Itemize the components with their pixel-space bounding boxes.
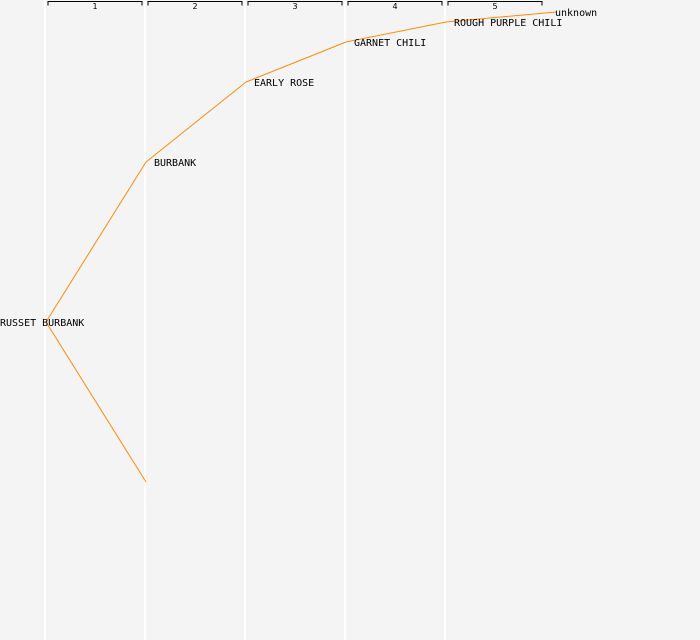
node-label-garnet-chili: GARNET CHILI (354, 38, 426, 49)
generation-number: 4 (392, 2, 397, 11)
generation-bracket (447, 1, 543, 6)
node-label-early-rose: EARLY ROSE (254, 78, 314, 89)
pedigree-edge (45, 321, 147, 483)
node-label-unknown: unknown (555, 8, 597, 19)
pedigree-edge (245, 41, 347, 83)
pedigree-edge (345, 21, 447, 43)
node-label-rough-purple-chili: ROUGH PURPLE CHILI (454, 18, 562, 29)
generation-bracket (247, 1, 343, 6)
generation-number: 2 (192, 2, 197, 11)
node-label-burbank: BURBANK (154, 158, 196, 169)
generation-number: 3 (292, 2, 297, 11)
generation-number: 5 (492, 2, 497, 11)
node-label-russet-burbank: RUSSET BURBANK (0, 318, 84, 329)
pedigree-edge (445, 11, 557, 23)
pedigree-edge (45, 161, 147, 323)
generation-number: 1 (92, 2, 97, 11)
generation-bracket (47, 1, 143, 6)
generation-bracket (147, 1, 243, 6)
pedigree-edge (145, 81, 247, 163)
generation-bracket (347, 1, 443, 6)
